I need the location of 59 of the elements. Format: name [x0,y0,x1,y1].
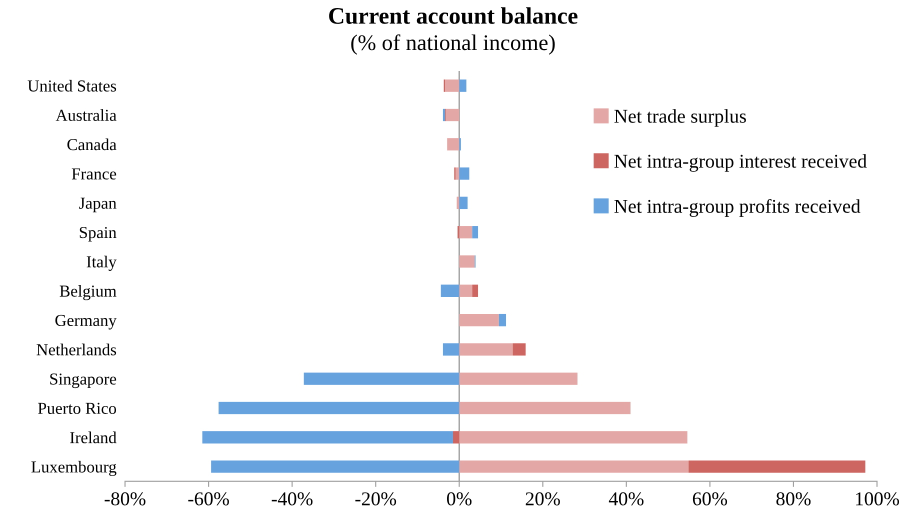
bar [459,314,499,326]
bar [459,372,578,385]
bar [440,284,460,297]
bar [452,431,460,444]
x-tick-label: -60% [188,492,229,506]
y-tick-label: France [72,168,116,180]
bar [459,80,466,92]
y-tick-label: Luxembourg [31,460,116,476]
bar [459,284,472,297]
x-tick-label: 20% [526,492,560,506]
bar [445,80,460,92]
bar [455,167,460,180]
bar [459,255,475,268]
y-tick-label: Australia [56,109,116,121]
y-tick-label: Italy [86,256,117,271]
chart-title: Current account balance [329,7,578,24]
bar [459,196,468,210]
bar [459,431,688,444]
y-tick-label: Germany [55,314,117,330]
bar [442,343,460,356]
y-tick-label: United States [28,80,116,92]
x-tick-label: -20% [355,492,396,506]
x-tick-label: 100% [856,492,900,506]
legend-label: Net intra-group profits received [614,199,860,217]
x-tick-label: -80% [104,492,146,506]
bar [456,196,460,210]
x-tick-label: 80% [776,492,811,506]
bar [211,460,460,473]
bar [498,314,506,326]
y-tick-label: Spain [80,226,116,242]
bar [304,372,460,385]
chart-subtitle: (% of national income) [351,34,555,55]
bar [459,226,472,238]
bar [472,226,478,238]
bar [218,402,460,414]
bar [459,343,513,356]
bar [447,138,460,150]
bar [459,167,470,180]
y-tick-label: Belgium [60,285,116,300]
bar [472,284,478,297]
y-tick-label: Puerto Rico [38,402,116,414]
legend-label: Net trade surplus [614,109,746,127]
bar [512,343,526,356]
x-tick-label: 60% [692,492,728,506]
y-tick-label: Canada [67,138,116,150]
x-tick-label: 40% [608,492,644,506]
bar [446,108,460,122]
y-tick-label: Ireland [70,432,116,444]
bar [442,108,446,122]
bar [459,460,689,473]
bar [202,431,453,444]
y-tick-label: Singapore [50,373,116,388]
x-tick-label: 0% [447,492,472,506]
y-tick-label: Japan [79,198,116,212]
bar [459,402,631,414]
y-tick-label: Netherlands [36,344,116,356]
x-tick-label: -40% [272,492,313,506]
bar [688,460,866,473]
legend-label: Net intra-group interest received [614,154,867,172]
